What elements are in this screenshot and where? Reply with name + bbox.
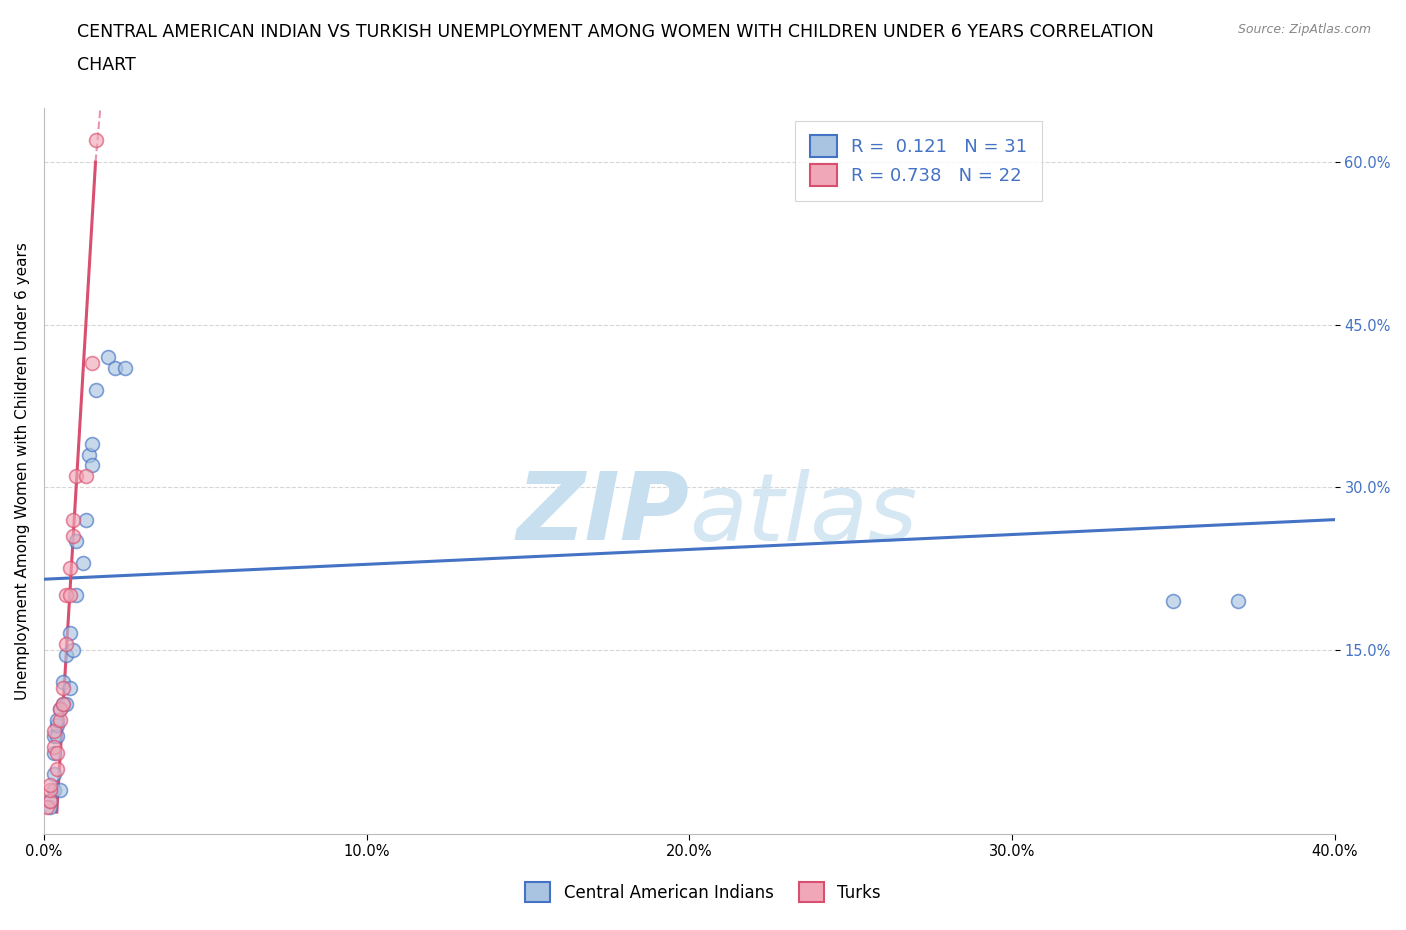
Point	[72, 555, 94, 570]
Point	[52, 680, 75, 695]
Point	[42, 729, 65, 744]
Point	[1163, 593, 1185, 608]
Point	[39, 799, 62, 814]
Point	[42, 739, 65, 754]
Point	[49, 702, 72, 717]
Point	[45, 712, 67, 727]
Point	[39, 794, 62, 809]
Point	[82, 355, 104, 370]
Point	[75, 469, 97, 484]
Point	[55, 588, 77, 603]
Text: Source: ZipAtlas.com: Source: ZipAtlas.com	[1237, 23, 1371, 36]
Point	[59, 588, 82, 603]
Point	[37, 799, 59, 814]
Point	[82, 436, 104, 451]
Text: ZIP: ZIP	[516, 469, 689, 561]
Text: CHART: CHART	[77, 56, 136, 73]
Point	[52, 697, 75, 711]
Point	[52, 697, 75, 711]
Point	[45, 745, 67, 760]
Point	[97, 350, 120, 365]
Point	[55, 647, 77, 662]
Point	[42, 745, 65, 760]
Point	[82, 458, 104, 473]
Point	[59, 680, 82, 695]
Point	[39, 794, 62, 809]
Point	[45, 729, 67, 744]
Point	[62, 512, 84, 527]
Point	[77, 447, 100, 462]
Point	[84, 382, 107, 397]
Y-axis label: Unemployment Among Women with Children Under 6 years: Unemployment Among Women with Children U…	[15, 242, 30, 700]
Point	[49, 783, 72, 798]
Point	[65, 469, 87, 484]
Point	[104, 361, 127, 376]
Point	[42, 724, 65, 738]
Point	[65, 534, 87, 549]
Point	[42, 766, 65, 781]
Point	[65, 588, 87, 603]
Point	[55, 637, 77, 652]
Point	[49, 712, 72, 727]
Point	[62, 528, 84, 543]
Point	[45, 718, 67, 733]
Legend: R =  0.121   N = 31, R = 0.738   N = 22: R = 0.121 N = 31, R = 0.738 N = 22	[796, 121, 1042, 201]
Point	[39, 783, 62, 798]
Point	[59, 561, 82, 576]
Point	[75, 512, 97, 527]
Point	[39, 777, 62, 792]
Point	[62, 643, 84, 658]
Point	[1226, 593, 1249, 608]
Point	[52, 674, 75, 689]
Point	[55, 697, 77, 711]
Text: atlas: atlas	[689, 469, 918, 560]
Text: CENTRAL AMERICAN INDIAN VS TURKISH UNEMPLOYMENT AMONG WOMEN WITH CHILDREN UNDER : CENTRAL AMERICAN INDIAN VS TURKISH UNEMP…	[77, 23, 1154, 41]
Point	[114, 361, 136, 376]
Legend: Central American Indians, Turks: Central American Indians, Turks	[517, 873, 889, 910]
Point	[84, 133, 107, 148]
Point	[45, 762, 67, 777]
Point	[59, 626, 82, 641]
Point	[49, 702, 72, 717]
Point	[42, 783, 65, 798]
